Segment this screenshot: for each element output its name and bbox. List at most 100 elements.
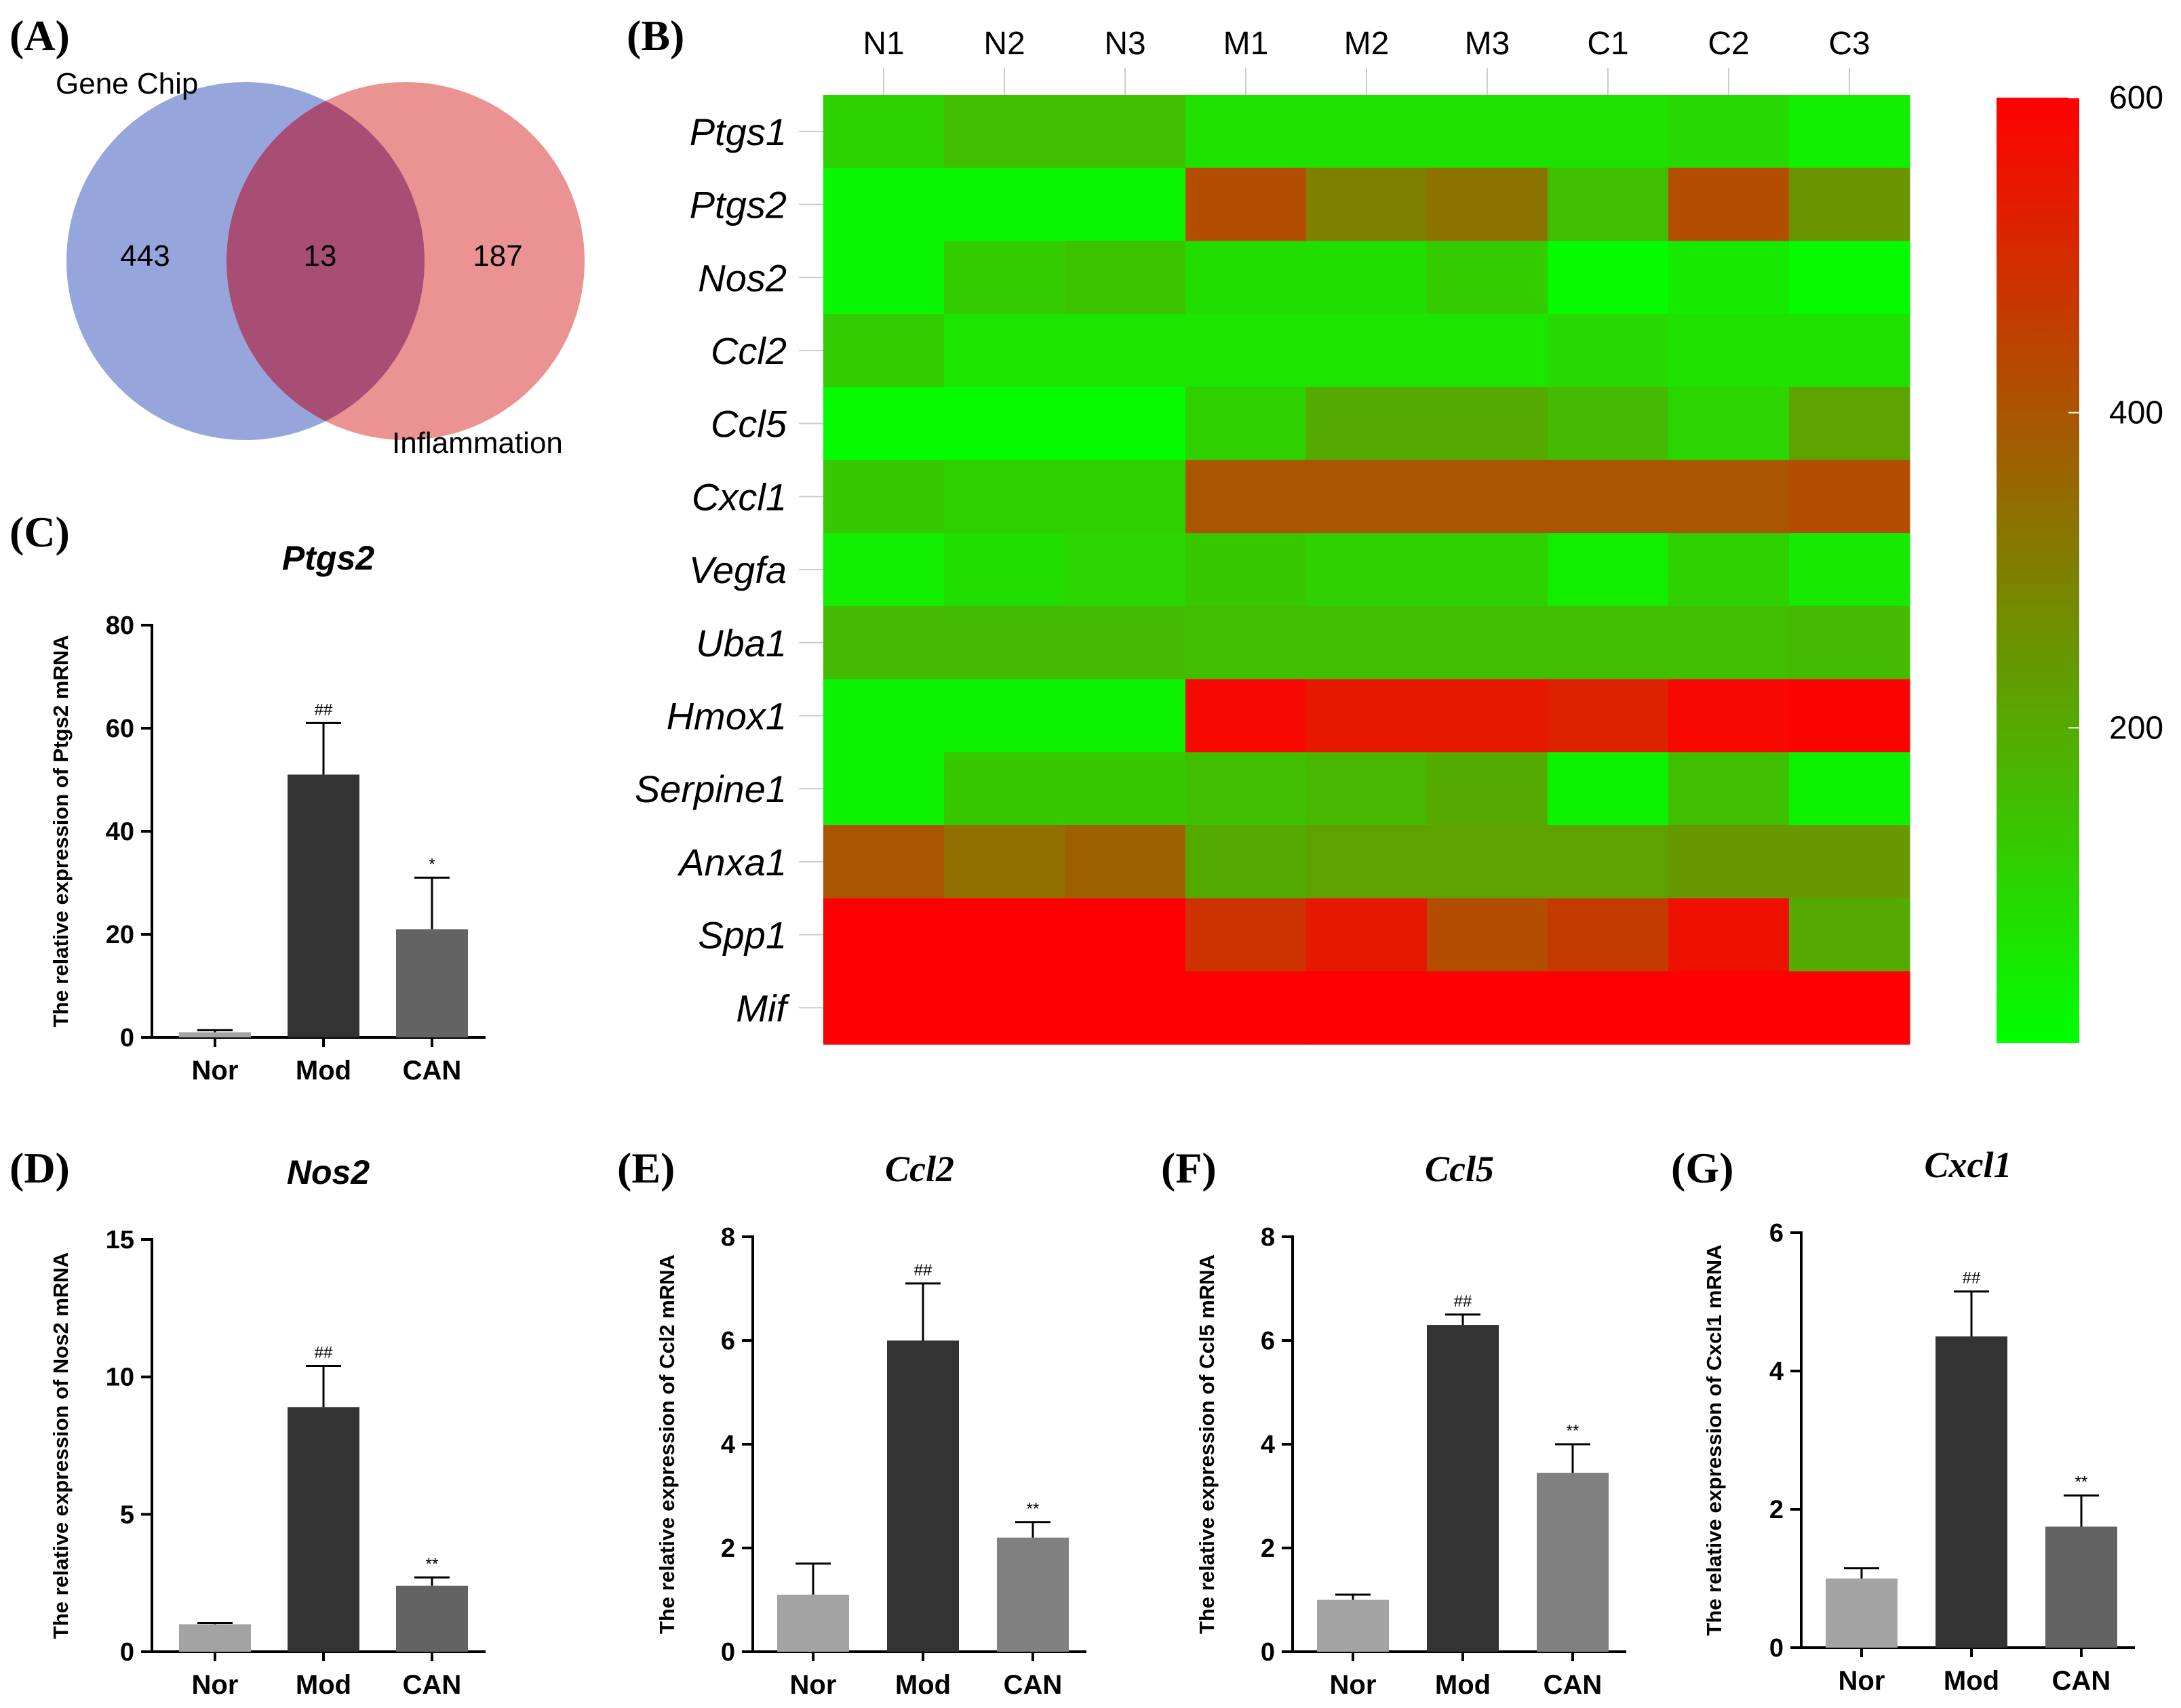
- heatmap-cell: [823, 752, 945, 826]
- heatmap-cell: [1306, 898, 1428, 972]
- significance-mark: ##: [914, 1261, 932, 1279]
- heatmap-col-label: C1: [1587, 26, 1628, 62]
- chart-title: Ptgs2: [282, 539, 374, 577]
- heatmap-row-label: Uba1: [696, 622, 787, 664]
- y-tick-label: 5: [120, 1501, 134, 1529]
- bar-nor: [179, 1624, 251, 1652]
- heatmap-cell: [1185, 167, 1307, 241]
- heatmap-cell: [1306, 314, 1428, 388]
- bar-mod: [1936, 1336, 2007, 1648]
- heatmap-cell: [1668, 167, 1790, 241]
- heatmap-cell: [1427, 386, 1548, 461]
- significance-mark: ##: [1963, 1269, 1981, 1288]
- heatmap-col-label: N3: [1104, 26, 1145, 62]
- x-tick-label: Mod: [296, 1056, 351, 1086]
- heatmap-cell: [823, 898, 945, 972]
- heatmap-row-label: Hmox1: [667, 694, 787, 737]
- y-axis-label: The relative expression of Ccl2 mRNA: [655, 1254, 679, 1634]
- heatmap-cell: [1065, 533, 1186, 607]
- heatmap-cell: [1427, 460, 1548, 534]
- heatmap-cell: [1185, 533, 1307, 607]
- y-tick-label: 0: [1261, 1638, 1275, 1667]
- heatmap-cell: [944, 386, 1065, 461]
- heatmap-cell: [944, 533, 1065, 607]
- heatmap-cell: [823, 167, 945, 241]
- heatmap-cell: [1548, 386, 1669, 461]
- colorbar-tick-label: 600: [2109, 80, 2163, 116]
- heatmap-row-label: Nos2: [698, 256, 787, 299]
- heatmap-cell: [944, 314, 1065, 388]
- panel-label-d: (D): [9, 1144, 70, 1192]
- heatmap-cell: [1548, 825, 1669, 899]
- heatmap-cell: [823, 386, 945, 461]
- heatmap-cell: [1548, 95, 1669, 169]
- heatmap-cell: [1427, 314, 1548, 388]
- heatmap-cell: [1427, 825, 1548, 899]
- venn-label-inflammation: Inflammation: [392, 426, 563, 460]
- bar-nor: [179, 1032, 251, 1037]
- panel-label-g: (G): [1671, 1144, 1733, 1192]
- heatmap-cell: [823, 241, 945, 315]
- heatmap-cell: [1185, 898, 1307, 972]
- heatmap-cell: [1306, 167, 1428, 241]
- heatmap-cell: [1548, 314, 1669, 388]
- y-tick-label: 2: [721, 1534, 735, 1563]
- venn-diagram: Gene Chip Inflammation 443 13 187: [56, 67, 585, 460]
- x-tick-label: CAN: [403, 1670, 462, 1700]
- heatmap-cell: [1548, 971, 1669, 1045]
- heatmap-cell: [1548, 679, 1669, 753]
- heatmap-cell: [1065, 314, 1186, 388]
- heatmap: N1 N2 N3 M1 M2 M3 C1 C2 C3 Ptgs1 Ptgs2 Nos2 Ccl2 Ccl5…: [635, 26, 2163, 1045]
- heatmap-col-label: M1: [1223, 26, 1269, 62]
- heatmap-cell: [1427, 752, 1548, 826]
- y-axis-label: The relative expression of Ptgs2 mRNA: [49, 635, 73, 1028]
- y-tick-label: 6: [1261, 1327, 1275, 1355]
- heatmap-cell: [1668, 898, 1790, 972]
- heatmap-cell: [1306, 679, 1428, 753]
- panel-label-c: (C): [9, 508, 70, 556]
- bar-can: [396, 1585, 468, 1652]
- bar-nor: [1826, 1578, 1898, 1648]
- y-tick-label: 0: [721, 1638, 735, 1667]
- heatmap-cell: [1185, 386, 1307, 461]
- heatmap-cell: [1668, 825, 1790, 899]
- panel-label-a: (A): [9, 12, 70, 60]
- heatmap-cell: [1427, 679, 1548, 753]
- heatmap-cell: [1548, 533, 1669, 607]
- bar-can: [2045, 1526, 2117, 1648]
- heatmap-cell: [1789, 241, 1910, 315]
- heatmap-cell: [1668, 314, 1790, 388]
- heatmap-cell: [1668, 752, 1790, 826]
- y-tick-label: 2: [1261, 1534, 1275, 1563]
- y-tick-label: 4: [1261, 1431, 1275, 1459]
- heatmap-cell: [823, 460, 945, 534]
- heatmap-cell: [1668, 533, 1790, 607]
- heatmap-cell: [1668, 971, 1790, 1045]
- heatmap-cell: [1789, 752, 1910, 826]
- heatmap-cell: [1065, 95, 1186, 169]
- colorbar-tick-label: 200: [2109, 710, 2163, 746]
- heatmap-row-label: Serpine1: [635, 768, 787, 810]
- heatmap-row-label: Mif: [736, 987, 790, 1029]
- heatmap-cell: [1789, 95, 1910, 169]
- bar-mod: [1427, 1325, 1499, 1652]
- panel-label-b: (B): [627, 12, 684, 60]
- heatmap-cell: [823, 314, 945, 388]
- heatmap-cell: [944, 460, 1065, 534]
- y-tick-label: 10: [106, 1364, 134, 1392]
- x-tick-label: Nor: [1330, 1670, 1377, 1700]
- x-tick-label: Mod: [895, 1670, 951, 1700]
- heatmap-cell: [944, 825, 1065, 899]
- y-axis-label: The relative expression of Cxcl1 mRNA: [1702, 1244, 1726, 1635]
- chart-title: Nos2: [287, 1153, 370, 1191]
- x-tick-label: Nor: [790, 1670, 837, 1700]
- bar-can: [396, 929, 468, 1037]
- heatmap-cell: [944, 95, 1065, 169]
- heatmap-cell: [1427, 605, 1548, 680]
- y-axis-label: The relative expression of Ccl5 mRNA: [1195, 1254, 1219, 1634]
- heatmap-cell: [1185, 95, 1307, 169]
- bar-chart-ccl5: Ccl5 The relative expression of Ccl5 mRNA…: [1195, 1149, 1626, 1700]
- heatmap-row-label: Anxa1: [677, 841, 787, 883]
- colorbar: [1997, 98, 2079, 1043]
